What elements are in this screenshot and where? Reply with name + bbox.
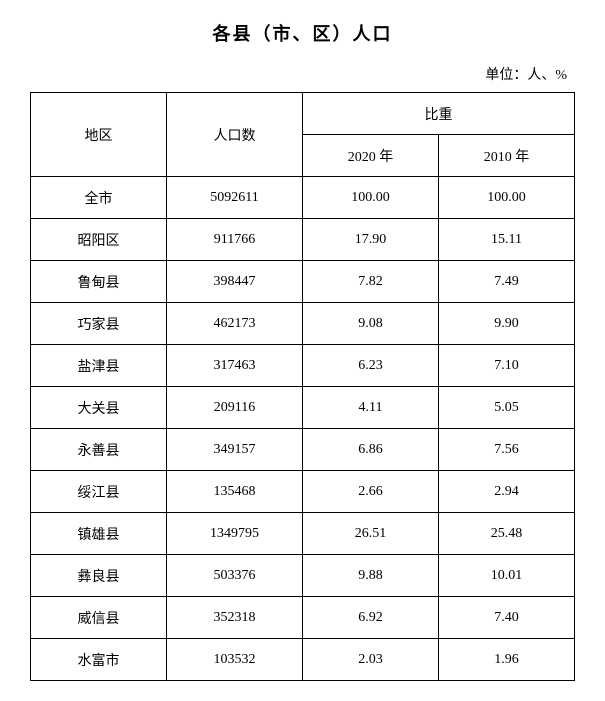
cell-y2020: 9.88 [303, 555, 439, 597]
table-row: 巧家县4621739.089.90 [31, 303, 575, 345]
table-row: 盐津县3174636.237.10 [31, 345, 575, 387]
cell-region: 绥江县 [31, 471, 167, 513]
table-row: 全市5092611100.00100.00 [31, 177, 575, 219]
cell-y2020: 17.90 [303, 219, 439, 261]
cell-region: 永善县 [31, 429, 167, 471]
cell-y2010: 25.48 [439, 513, 575, 555]
cell-population: 503376 [167, 555, 303, 597]
cell-population: 349157 [167, 429, 303, 471]
cell-y2020: 6.92 [303, 597, 439, 639]
table-row: 镇雄县134979526.5125.48 [31, 513, 575, 555]
cell-population: 209116 [167, 387, 303, 429]
header-population: 人口数 [167, 93, 303, 177]
cell-population: 398447 [167, 261, 303, 303]
cell-y2010: 7.40 [439, 597, 575, 639]
cell-y2020: 7.82 [303, 261, 439, 303]
cell-y2010: 1.96 [439, 639, 575, 681]
cell-region: 彝良县 [31, 555, 167, 597]
cell-region: 盐津县 [31, 345, 167, 387]
cell-y2010: 10.01 [439, 555, 575, 597]
header-year-2020: 2020 年 [303, 135, 439, 177]
table-body: 全市5092611100.00100.00昭阳区91176617.9015.11… [31, 177, 575, 681]
table-row: 威信县3523186.927.40 [31, 597, 575, 639]
cell-y2020: 2.66 [303, 471, 439, 513]
cell-region: 鲁甸县 [31, 261, 167, 303]
table-row: 绥江县1354682.662.94 [31, 471, 575, 513]
header-year-2010: 2010 年 [439, 135, 575, 177]
header-region: 地区 [31, 93, 167, 177]
cell-y2020: 6.86 [303, 429, 439, 471]
cell-region: 全市 [31, 177, 167, 219]
cell-population: 135468 [167, 471, 303, 513]
cell-region: 昭阳区 [31, 219, 167, 261]
cell-region: 巧家县 [31, 303, 167, 345]
cell-region: 威信县 [31, 597, 167, 639]
cell-y2010: 7.56 [439, 429, 575, 471]
cell-y2010: 5.05 [439, 387, 575, 429]
cell-y2020: 6.23 [303, 345, 439, 387]
cell-y2010: 15.11 [439, 219, 575, 261]
cell-y2010: 2.94 [439, 471, 575, 513]
cell-y2020: 9.08 [303, 303, 439, 345]
cell-population: 462173 [167, 303, 303, 345]
page-title: 各县（市、区）人口 [30, 20, 575, 46]
cell-y2020: 2.03 [303, 639, 439, 681]
cell-population: 352318 [167, 597, 303, 639]
cell-y2010: 7.10 [439, 345, 575, 387]
cell-region: 镇雄县 [31, 513, 167, 555]
table-row: 永善县3491576.867.56 [31, 429, 575, 471]
cell-region: 水富市 [31, 639, 167, 681]
table-row: 水富市1035322.031.96 [31, 639, 575, 681]
cell-y2010: 100.00 [439, 177, 575, 219]
table-row: 昭阳区91176617.9015.11 [31, 219, 575, 261]
population-table: 地区 人口数 比重 2020 年 2010 年 全市5092611100.001… [30, 92, 575, 681]
cell-y2020: 26.51 [303, 513, 439, 555]
header-proportion: 比重 [303, 93, 575, 135]
cell-population: 911766 [167, 219, 303, 261]
cell-population: 317463 [167, 345, 303, 387]
cell-y2020: 4.11 [303, 387, 439, 429]
cell-y2020: 100.00 [303, 177, 439, 219]
table-row: 鲁甸县3984477.827.49 [31, 261, 575, 303]
cell-population: 103532 [167, 639, 303, 681]
cell-population: 1349795 [167, 513, 303, 555]
unit-label: 单位：人、% [30, 64, 575, 84]
cell-y2010: 9.90 [439, 303, 575, 345]
cell-region: 大关县 [31, 387, 167, 429]
cell-y2010: 7.49 [439, 261, 575, 303]
table-row: 大关县2091164.115.05 [31, 387, 575, 429]
cell-population: 5092611 [167, 177, 303, 219]
table-row: 彝良县5033769.8810.01 [31, 555, 575, 597]
